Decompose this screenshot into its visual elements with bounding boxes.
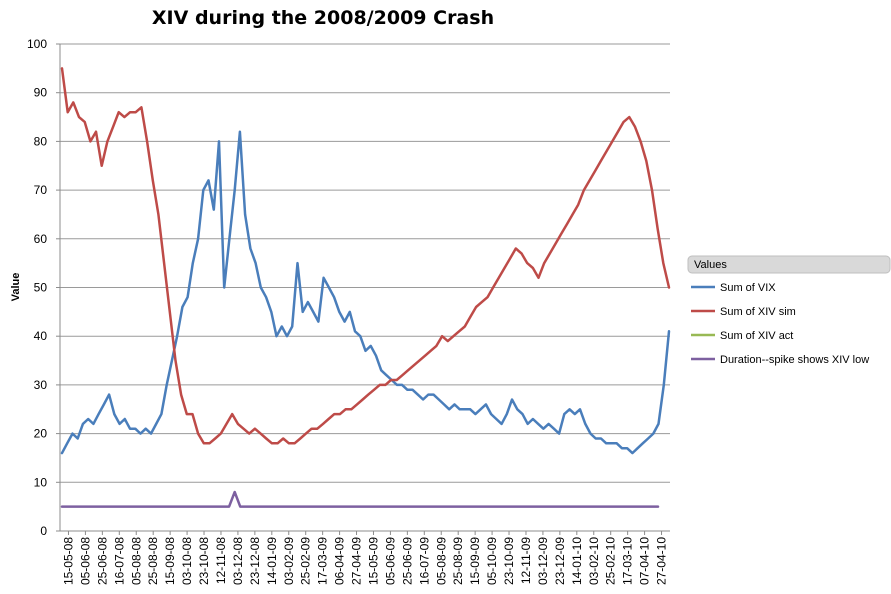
legend: Values Sum of VIX Sum of XIV sim Sum of XI…: [687, 255, 891, 366]
y-tick-label: 90: [34, 86, 48, 100]
y-axis: 0 10 20 30 40 50 60 70 80 90 100: [27, 37, 61, 538]
x-tick-label: 03-12-09: [536, 537, 550, 585]
y-tick-label: 10: [34, 475, 48, 489]
x-tick-label: 05-08-08: [129, 537, 143, 585]
x-tick-label: 23-10-08: [197, 537, 211, 585]
y-tick-label: 60: [34, 232, 48, 246]
x-tick-label: 16-07-08: [112, 537, 126, 585]
x-tick-label: 05-08-09: [434, 537, 448, 585]
series-lines: [60, 67, 671, 508]
series-line-3: [60, 490, 660, 508]
x-tick-label: 03-02-09: [282, 537, 296, 585]
x-tick-label: 23-12-08: [248, 537, 262, 585]
x-tick-label: 06-04-09: [333, 537, 347, 585]
legend-entry: Sum of XIV sim: [720, 306, 796, 318]
y-tick-label: 100: [27, 37, 47, 51]
y-tick-label: 50: [34, 281, 48, 295]
y-tick-label: 0: [40, 524, 47, 538]
x-tick-label: 14-01-10: [570, 537, 584, 585]
x-tick-label: 14-01-09: [265, 537, 279, 585]
legend-header: [687, 255, 891, 274]
x-tick-label: 05-06-09: [383, 537, 397, 585]
series-line-1: [60, 67, 671, 445]
x-tick-label: 25-06-09: [400, 537, 414, 585]
x-tick-label: 12-11-08: [214, 537, 228, 584]
x-tick-label: 27-04-10: [655, 537, 669, 585]
x-tick-label: 12-11-09: [519, 537, 533, 584]
x-tick-label: 07-04-10: [638, 537, 652, 585]
x-tick-label: 25-06-08: [95, 537, 109, 585]
x-tick-label: 15-05-08: [61, 537, 75, 585]
y-tick-label: 20: [34, 427, 48, 441]
legend-title: Values: [694, 259, 727, 271]
x-tick-label: 05-06-08: [78, 537, 92, 585]
y-tick-label: 80: [34, 134, 48, 148]
legend-entry: Sum of XIV act: [720, 330, 793, 342]
x-tick-label: 15-09-08: [163, 537, 177, 585]
x-tick-label: 23-12-09: [553, 537, 567, 585]
x-tick-label: 17-03-09: [316, 537, 330, 585]
x-tick-label: 27-04-09: [350, 537, 364, 585]
x-tick-label: 15-05-09: [366, 537, 380, 585]
y-tick-label: 30: [34, 378, 48, 392]
x-tick-label: 17-03-10: [621, 537, 635, 585]
x-tick-label: 15-09-09: [468, 537, 482, 585]
x-tick-label: 03-10-08: [180, 537, 194, 585]
y-tick-label: 70: [34, 183, 48, 197]
x-tick-label: 25-08-08: [146, 537, 160, 585]
x-tick-label: 05-10-09: [485, 537, 499, 585]
legend-entry: Sum of VIX: [720, 282, 776, 294]
x-tick-label: 25-02-09: [299, 537, 313, 585]
y-tick-label: 40: [34, 329, 48, 343]
y-axis-title: Value: [10, 273, 22, 302]
series-line-0: [60, 130, 671, 455]
x-tick-label: 25-08-09: [451, 537, 465, 585]
x-tick-label: 16-07-09: [417, 537, 431, 585]
x-tick-label: 25-02-10: [604, 537, 618, 585]
x-tick-label: 03-02-10: [587, 537, 601, 585]
chart-title: XIV during the 2008/2009 Crash: [152, 7, 494, 29]
x-tick-label: 23-10-09: [502, 537, 516, 585]
x-tick-label: 03-12-08: [231, 537, 245, 585]
legend-entry: Duration--spike shows XIV low: [720, 354, 869, 366]
x-axis: 15-05-08 05-06-08 25-06-08 16-07-08 05-08-08…: [60, 530, 670, 585]
